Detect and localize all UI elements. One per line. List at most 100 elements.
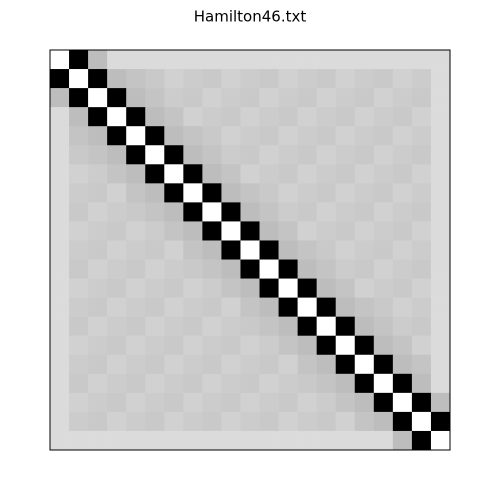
cell — [107, 126, 127, 146]
cell — [107, 373, 127, 394]
cell — [183, 107, 203, 127]
cell — [107, 69, 127, 89]
cell — [221, 107, 241, 127]
cell — [373, 411, 394, 432]
cell — [221, 392, 241, 413]
cell — [164, 164, 184, 184]
cell — [107, 354, 127, 375]
cell — [126, 411, 146, 432]
cell — [278, 107, 298, 127]
cell — [354, 183, 375, 203]
cell — [164, 297, 184, 317]
cell — [392, 221, 413, 241]
cell — [240, 297, 260, 317]
cell — [107, 164, 127, 184]
cell — [297, 240, 317, 260]
cell — [392, 50, 413, 70]
cell — [354, 278, 375, 298]
cell — [316, 259, 337, 279]
cell — [411, 164, 432, 184]
cell — [316, 202, 337, 222]
cell — [88, 411, 108, 432]
cell — [373, 430, 394, 451]
cell — [183, 69, 203, 89]
cell — [259, 240, 279, 260]
cell — [278, 50, 298, 70]
cell — [69, 69, 89, 89]
cell — [183, 411, 203, 432]
cell — [430, 50, 451, 70]
cell — [202, 221, 222, 241]
cell — [50, 335, 70, 356]
cell — [50, 126, 70, 146]
cell — [392, 69, 413, 89]
cell — [430, 316, 451, 337]
cell — [297, 126, 317, 146]
cell — [202, 411, 222, 432]
cell — [316, 392, 337, 413]
cell — [278, 335, 298, 356]
cell — [335, 145, 356, 165]
cell — [354, 202, 375, 222]
cell — [126, 259, 146, 279]
cell — [145, 126, 165, 146]
cell — [373, 221, 394, 241]
cell — [430, 107, 451, 127]
cell — [411, 126, 432, 146]
heatmap — [50, 50, 451, 451]
cell — [392, 297, 413, 317]
cell — [50, 297, 70, 317]
cell — [126, 297, 146, 317]
cell — [335, 335, 356, 356]
cell — [88, 392, 108, 413]
cell — [335, 126, 356, 146]
cell — [392, 145, 413, 165]
cell — [278, 297, 298, 317]
cell — [164, 430, 184, 451]
cell — [278, 88, 298, 108]
cell — [373, 202, 394, 222]
cell — [411, 392, 432, 413]
cell — [107, 202, 127, 222]
cell — [354, 50, 375, 70]
cell — [202, 107, 222, 127]
cell — [392, 183, 413, 203]
cell — [411, 354, 432, 375]
cell — [411, 430, 432, 451]
cell — [392, 278, 413, 298]
cell — [297, 107, 317, 127]
cell — [430, 373, 451, 394]
cell — [297, 316, 317, 337]
cell — [202, 335, 222, 356]
cell — [354, 430, 375, 451]
cell — [411, 202, 432, 222]
cell — [145, 373, 165, 394]
cell — [88, 145, 108, 165]
cell — [126, 164, 146, 184]
cell — [50, 259, 70, 279]
cell — [430, 126, 451, 146]
cell — [297, 164, 317, 184]
cell — [297, 335, 317, 356]
cell — [50, 278, 70, 298]
cell — [221, 221, 241, 241]
cell — [259, 164, 279, 184]
cell — [278, 183, 298, 203]
cell — [164, 126, 184, 146]
cell — [373, 126, 394, 146]
cell — [50, 69, 70, 89]
cell — [278, 259, 298, 279]
cell — [50, 392, 70, 413]
cell — [297, 392, 317, 413]
cell — [145, 183, 165, 203]
cell — [221, 297, 241, 317]
cell — [88, 430, 108, 451]
cell — [88, 259, 108, 279]
cell — [69, 316, 89, 337]
cell — [88, 164, 108, 184]
axes-frame — [49, 49, 451, 451]
cell — [183, 202, 203, 222]
cell — [69, 373, 89, 394]
cell — [335, 221, 356, 241]
